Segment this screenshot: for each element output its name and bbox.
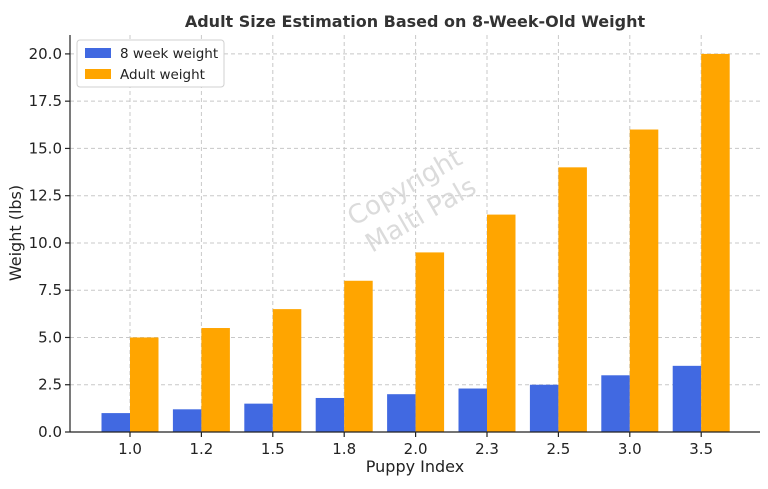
y-tick-label: 17.5 [29, 92, 62, 110]
legend-box [76, 39, 225, 88]
y-tick-label: 10.0 [29, 234, 62, 252]
tick-labels: 0.0 2.5 5.0 7.5 10.0 12.5 15.0 17.5 20.0 1.0 1.2 1.… [29, 45, 714, 458]
bar-8-week-weight [672, 365, 702, 432]
y-tick-label: 15.0 [29, 139, 62, 157]
legend-label-8-week: 8 week weight [120, 46, 218, 62]
legend: 8 week weight Adult weight [76, 39, 225, 88]
y-tick-label: 0.0 [38, 423, 62, 441]
bar-8-week-weight [172, 409, 202, 432]
bar-8-week-weight [244, 403, 273, 432]
bar-8-week-weight [315, 397, 345, 432]
x-tick-label: 3.5 [689, 440, 713, 458]
y-tick-label: 7.5 [38, 281, 62, 299]
x-axis-label: Puppy Index [366, 457, 464, 476]
bar-adult-weight [201, 328, 230, 432]
x-tick-label: 1.8 [332, 440, 356, 458]
y-tick-label: 2.5 [38, 376, 62, 394]
x-tick-label: 2.5 [546, 440, 570, 458]
bar-8-week-weight [601, 375, 630, 432]
bar-adult-weight [487, 214, 516, 432]
bar-8-week-weight [529, 384, 559, 432]
y-tick-label: 12.5 [29, 187, 62, 205]
bar-8-week-weight [101, 413, 130, 432]
x-tick-label: 2.3 [475, 440, 499, 458]
x-tick-label: 1.2 [189, 440, 213, 458]
bar-adult-weight [272, 309, 302, 432]
bar-8-week-weight [387, 394, 416, 432]
bar-adult-weight [629, 129, 659, 432]
legend-label-adult: Adult weight [120, 67, 205, 83]
bar-adult-weight [130, 337, 159, 432]
y-tick-label: 5.0 [38, 328, 62, 346]
bar-8-week-weight [458, 388, 487, 432]
y-axis-label: Weight (lbs) [6, 185, 25, 281]
legend-swatch-adult [85, 69, 111, 79]
bar-adult-weight [415, 252, 445, 432]
bars [101, 53, 730, 433]
x-tick-label: 2.0 [404, 440, 428, 458]
legend-swatch-8-week [85, 48, 111, 58]
bar-adult-weight [344, 280, 373, 432]
x-tick-label: 1.5 [261, 440, 285, 458]
x-tick-label: 1.0 [118, 440, 142, 458]
chart-title: Adult Size Estimation Based on 8-Week-Ol… [185, 12, 646, 31]
x-tick-label: 3.0 [618, 440, 642, 458]
bar-adult-weight [701, 53, 730, 433]
y-tick-label: 20.0 [29, 45, 62, 63]
axes [65, 35, 760, 437]
bar-adult-weight [558, 167, 587, 433]
